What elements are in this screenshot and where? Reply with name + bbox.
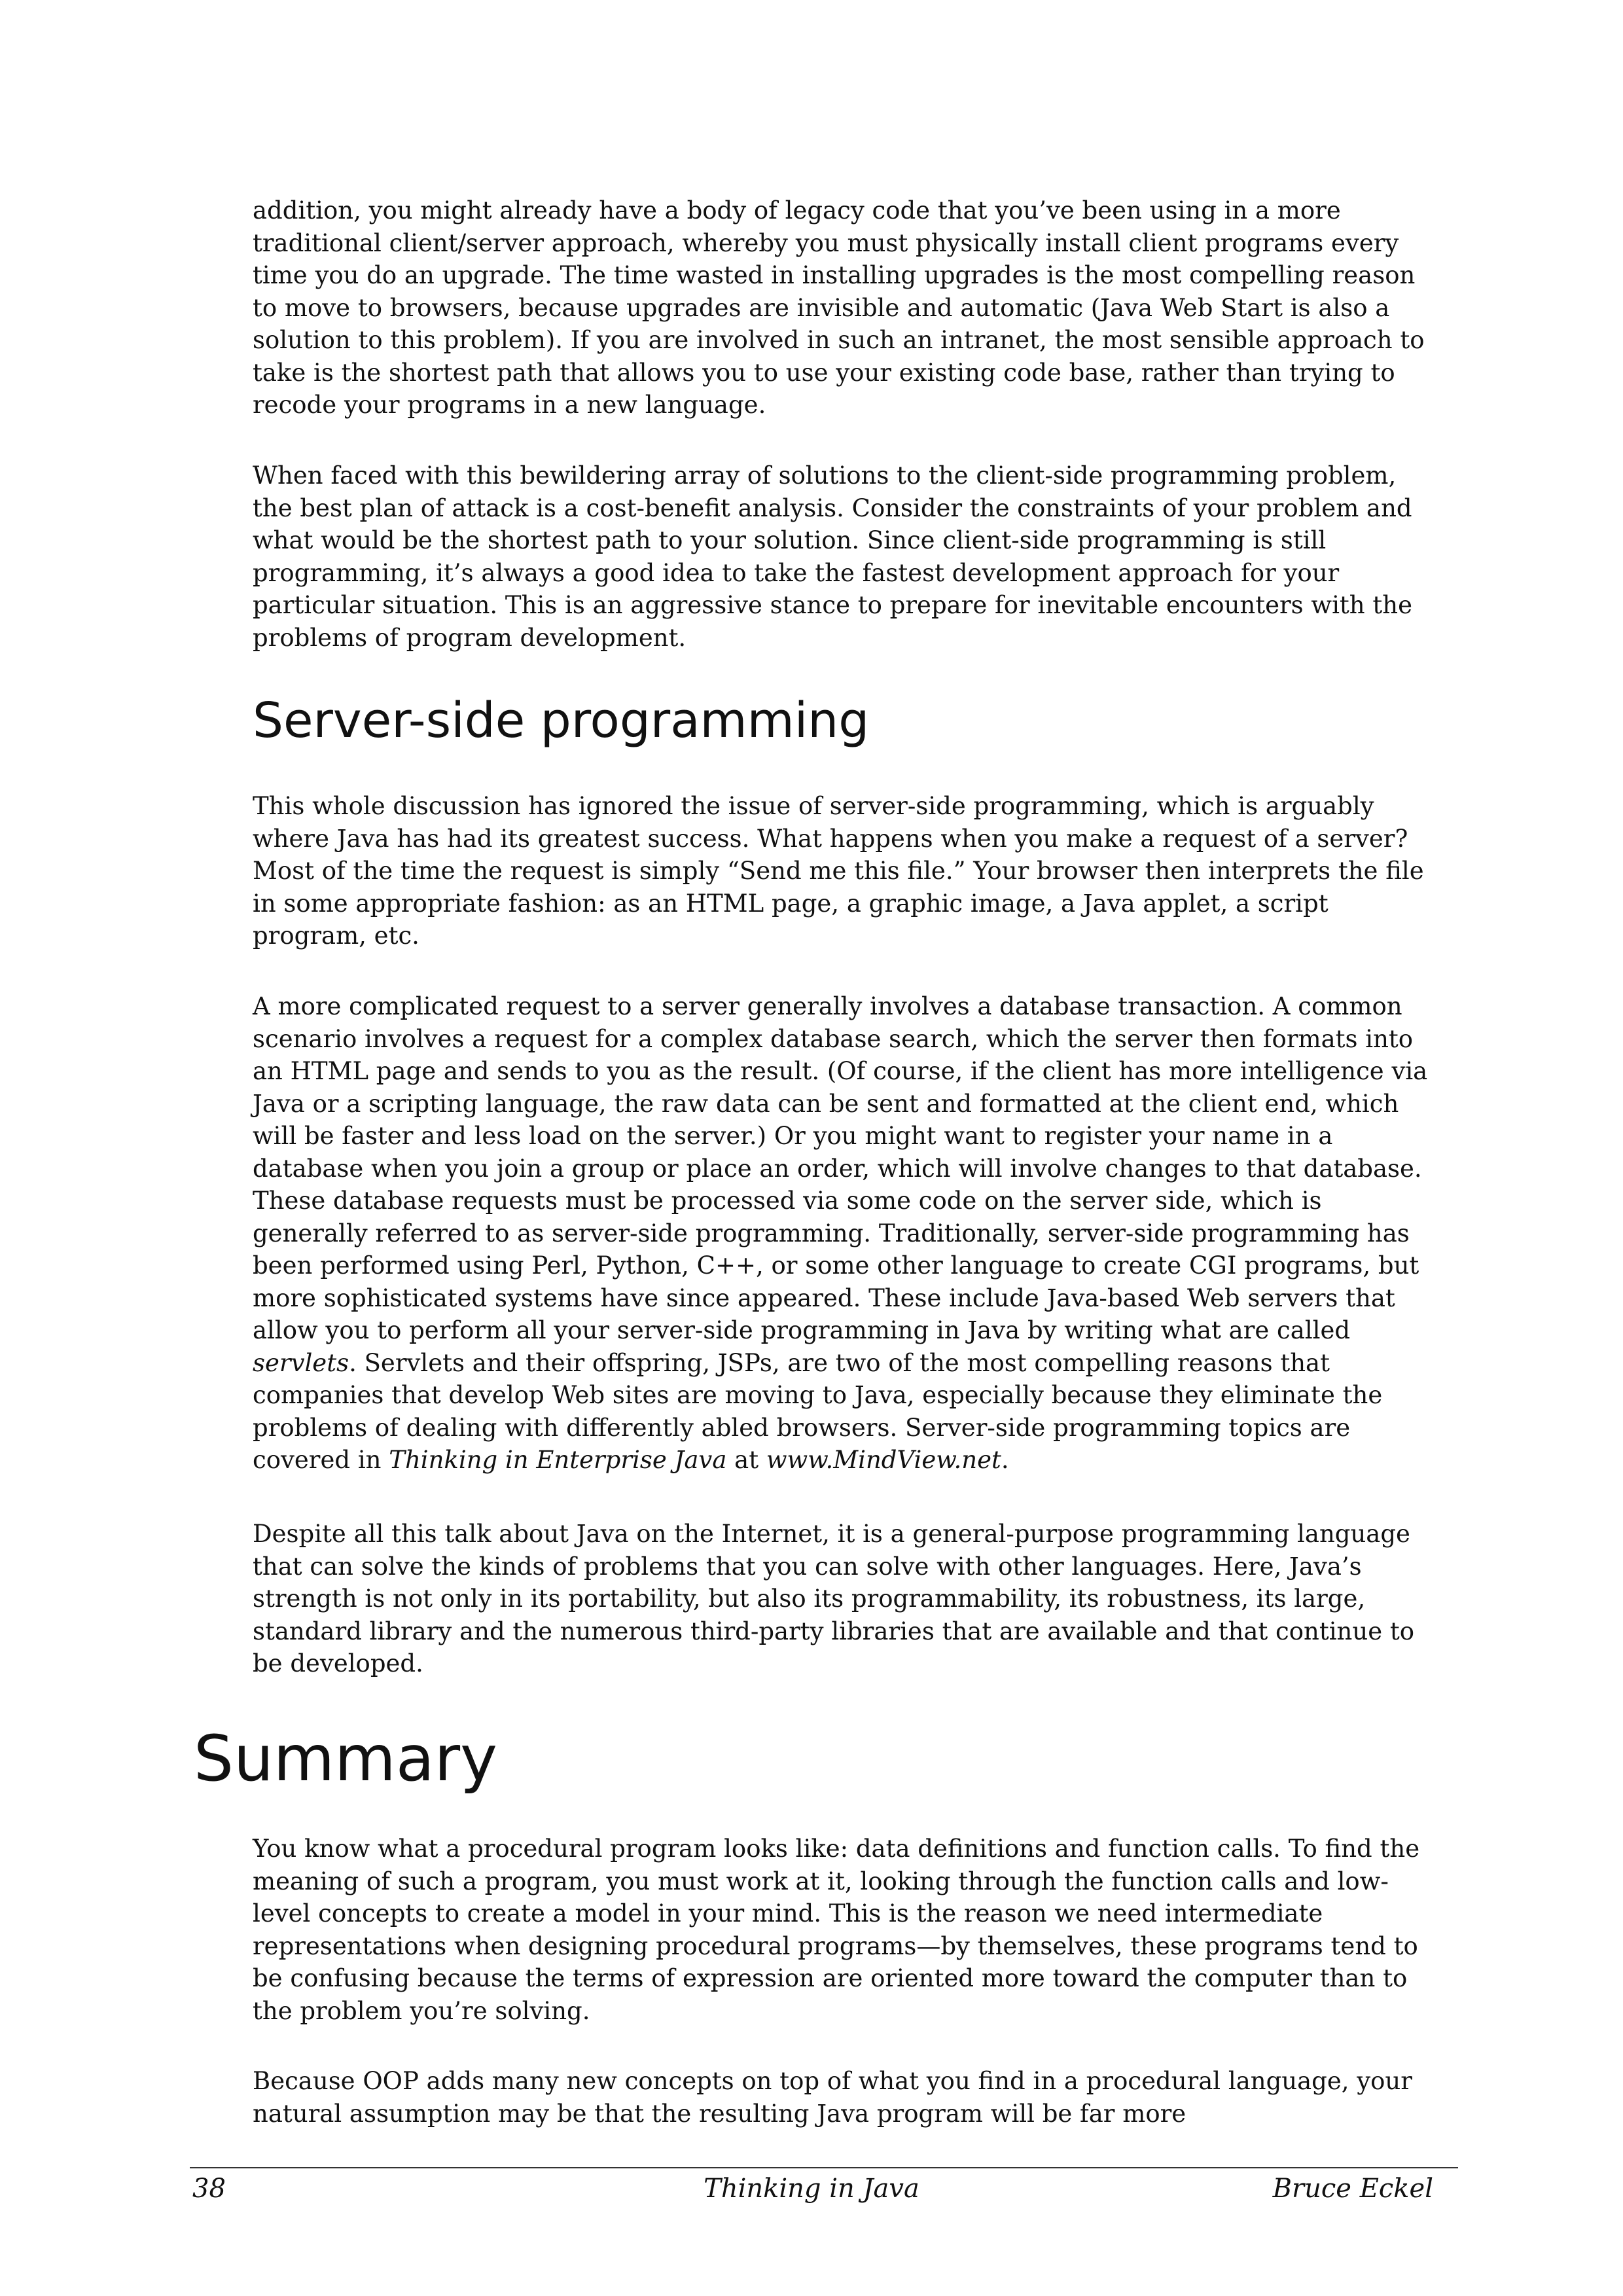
- paragraph-cost-benefit: When faced with this bewildering array o…: [253, 461, 1412, 652]
- footer-divider: [190, 2167, 1458, 2168]
- paragraph-legacy-code: addition, you might already have a body …: [253, 196, 1425, 419]
- paragraph-general-purpose: Despite all this talk about Java on the …: [253, 1520, 1415, 1677]
- website-reference: www.MindView.net: [766, 1446, 1001, 1474]
- section-heading-server-side-programming: Server-side programming: [253, 692, 870, 749]
- book-title-reference: Thinking in Enterprise Java: [389, 1446, 727, 1474]
- emphasis-servlets: servlets: [253, 1348, 349, 1377]
- footer-book-title: Thinking in Java: [704, 2174, 919, 2204]
- paragraph-text: .: [1001, 1446, 1009, 1474]
- page-number: 38: [192, 2174, 226, 2204]
- paragraph-server-request: This whole discussion has ignored the is…: [253, 792, 1424, 950]
- paragraph-text: A more complicated request to a server g…: [253, 992, 1428, 1344]
- paragraph-text: . Servlets and their offspring, JSPs, ar…: [253, 1348, 1383, 1475]
- paragraph-oop-concepts: Because OOP adds many new concepts on to…: [253, 2067, 1412, 2128]
- chapter-heading-summary: Summary: [194, 1722, 497, 1795]
- paragraph-database-transaction: A more complicated request to a server g…: [253, 990, 1437, 1477]
- paragraph-text: at: [726, 1446, 766, 1474]
- footer-author: Bruce Eckel: [1272, 2174, 1433, 2204]
- paragraph-procedural-program: You know what a procedural program looks…: [253, 1835, 1420, 2025]
